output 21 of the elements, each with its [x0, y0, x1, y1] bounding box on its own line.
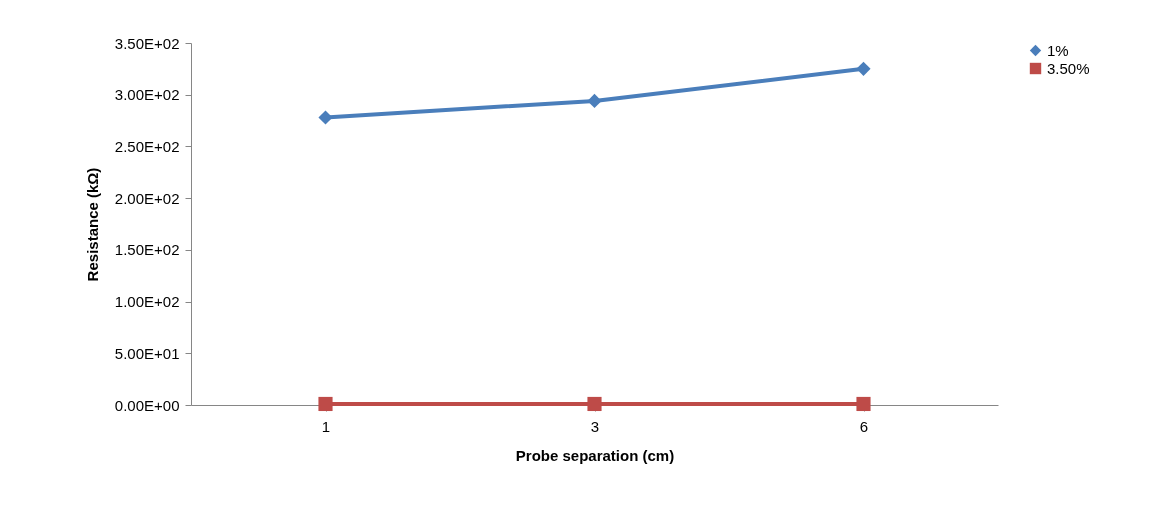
- point: [587, 93, 602, 108]
- y-tick-label: 5.00E+01: [114, 344, 180, 362]
- y-tick-label: 0.00E+00: [114, 396, 180, 414]
- point: [856, 61, 871, 76]
- y-tick-label: 1.50E+02: [114, 241, 180, 259]
- x-axis-title: Probe separation (cm): [515, 446, 675, 464]
- point: [587, 396, 602, 412]
- x-tick-label: 1: [321, 417, 331, 435]
- y-tick-label: 1.00E+02: [114, 293, 180, 311]
- point: [318, 110, 333, 125]
- point: [856, 396, 871, 412]
- legend-label: 1%: [1047, 41, 1069, 59]
- y-tick-label: 2.50E+02: [114, 137, 180, 155]
- y-tick-label: 3.50E+02: [114, 34, 180, 52]
- y-tick-label: 2.00E+02: [114, 189, 180, 207]
- point: [318, 396, 333, 412]
- x-tick-label: 6: [859, 417, 869, 435]
- y-tick-label: 3.00E+02: [114, 86, 180, 104]
- legend-label: 3.50%: [1047, 59, 1090, 77]
- y-axis-title: Resistance (kΩ): [83, 167, 101, 282]
- x-tick-label: 3: [590, 417, 600, 435]
